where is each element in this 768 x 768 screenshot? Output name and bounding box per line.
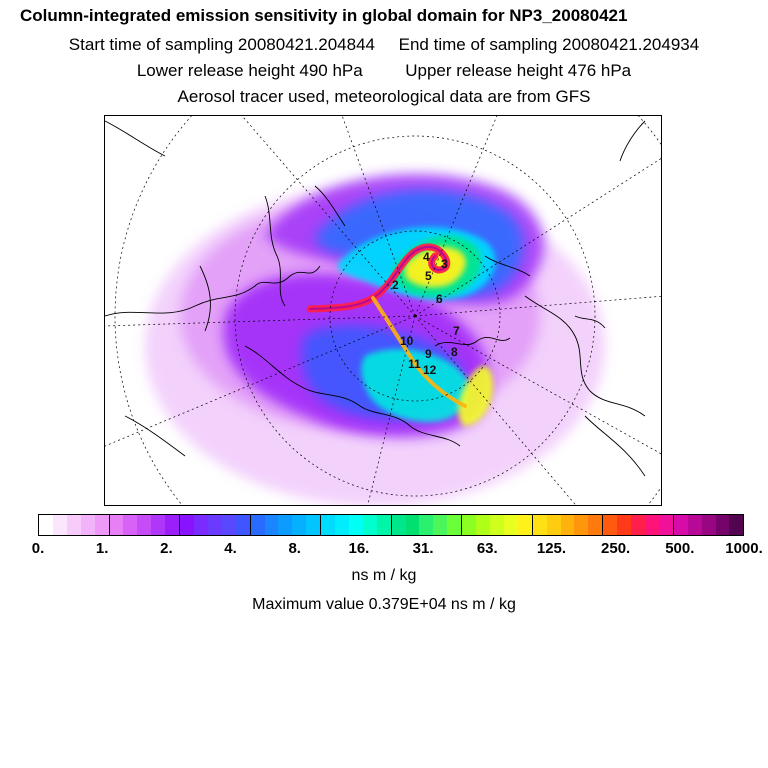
lower-release-label: Lower release height 490 hPa	[136, 61, 363, 80]
color-scale-segment	[433, 515, 448, 535]
point-label: 8	[451, 345, 458, 359]
color-scale-segment	[631, 515, 645, 535]
coastlines	[105, 120, 646, 477]
color-scale-segment	[179, 515, 194, 535]
color-scale-segment	[193, 515, 208, 535]
color-scale-segment	[108, 515, 124, 535]
color-scale-segment	[419, 515, 434, 535]
color-scale-tick-label: 4.	[224, 540, 237, 557]
maximum-value-label: Maximum value 0.379E+04 ns m / kg	[252, 596, 516, 613]
point-label: 9	[425, 347, 432, 361]
color-scale-segment	[447, 515, 462, 535]
start-time-label: Start time of sampling 20080421.204844	[68, 35, 376, 54]
release-point-labels: 2 3 4 5 6 7 8 9 10 11 12	[392, 250, 460, 377]
color-scale-segment	[221, 515, 236, 535]
color-scale-tick-label: 31.	[412, 540, 434, 557]
tracer-note: Aerosol tracer used, meteorological data…	[177, 87, 591, 106]
color-scale-segment	[320, 515, 336, 535]
color-scale-segment	[658, 515, 673, 535]
color-scale-segment	[362, 515, 377, 535]
color-scale-segment	[66, 515, 81, 535]
sensitivity-field	[145, 173, 605, 505]
graticule	[105, 116, 661, 505]
point-label: 6	[436, 292, 443, 306]
color-scale-segment	[390, 515, 406, 535]
color-scale-segment	[687, 515, 702, 535]
color-scale-segment	[123, 515, 138, 535]
color-scale-segment	[376, 515, 391, 535]
color-scale-segment	[701, 515, 716, 535]
color-scale-segment	[588, 515, 603, 535]
color-scale-tick-label: 500.	[665, 540, 695, 557]
point-label: 5	[425, 269, 432, 283]
color-scale-tick-label: 1.	[95, 540, 109, 557]
color-scale-segment	[39, 515, 53, 535]
color-scale-tick-label: 250.	[601, 540, 631, 557]
color-scale-segment	[715, 515, 730, 535]
map-panel: 2 3 4 5 6 7 8 9 10 11 12	[104, 115, 662, 506]
color-scale-segment	[503, 515, 518, 535]
color-scale-segment	[207, 515, 222, 535]
color-scale-segment	[335, 515, 349, 535]
point-label: 7	[453, 324, 460, 338]
color-scale-segment	[617, 515, 632, 535]
point-label: 2	[392, 278, 399, 292]
point-label: 12	[423, 363, 437, 377]
point-label: 10	[400, 334, 414, 348]
color-scale-tick-label: 0.	[31, 540, 45, 557]
color-scale-segment	[306, 515, 321, 535]
point-label: 3	[441, 257, 448, 271]
color-scale-segment	[574, 515, 589, 535]
color-scale-segment	[531, 515, 547, 535]
color-scale-segment	[151, 515, 166, 535]
color-scale-segment	[80, 515, 95, 535]
color-scale-bar	[38, 514, 744, 536]
color-scale-tick-label: 1000.	[725, 540, 763, 557]
color-scale-segment	[94, 515, 109, 535]
point-label: 11	[408, 357, 421, 371]
color-scale-segment	[729, 515, 744, 535]
color-scale-segment	[672, 515, 688, 535]
color-scale-segment	[292, 515, 307, 535]
color-scale-segment	[405, 515, 420, 535]
color-scale-segment	[348, 515, 363, 535]
color-scale-segment	[602, 515, 618, 535]
color-scale-tick-label: 16.	[348, 540, 370, 557]
color-scale-segment	[546, 515, 561, 535]
color-scale-segment	[235, 515, 250, 535]
color-scale-unit: ns m / kg	[351, 567, 417, 584]
map-svg: 2 3 4 5 6 7 8 9 10 11 12	[105, 116, 661, 505]
color-scale-tick-label: 2.	[160, 540, 173, 557]
color-scale-segment	[517, 515, 532, 535]
color-scale-tick-label: 63.	[476, 540, 498, 557]
end-time-label: End time of sampling 20080421.204934	[398, 35, 700, 54]
color-scale-segment	[476, 515, 490, 535]
color-scale-segment	[165, 515, 180, 535]
upper-release-label: Upper release height 476 hPa	[405, 61, 632, 80]
color-scale-segment	[644, 515, 659, 535]
release-height-line: Lower release height 490 hPa Upper relea…	[0, 61, 768, 81]
color-scale-segment	[278, 515, 293, 535]
plot-title: Column-integrated emission sensitivity i…	[20, 6, 628, 25]
color-scale-tick-label: 125.	[536, 540, 567, 557]
color-scale-segment	[249, 515, 265, 535]
point-label: 4	[423, 250, 430, 264]
color-scale-segment	[137, 515, 152, 535]
color-scale-segment	[490, 515, 504, 535]
color-scale-tick-label: 8.	[288, 540, 301, 557]
color-scale-segment	[461, 515, 477, 535]
color-scale-ticks: 0. 1. 2. 4. 8. 16. 31. 63. 125. 250. 500. 1000.	[0, 540, 768, 560]
sampling-time-line: Start time of sampling 20080421.204844 E…	[0, 35, 768, 55]
color-scale-segment	[52, 515, 67, 535]
color-scale-segment	[560, 515, 575, 535]
color-scale-segment	[264, 515, 279, 535]
